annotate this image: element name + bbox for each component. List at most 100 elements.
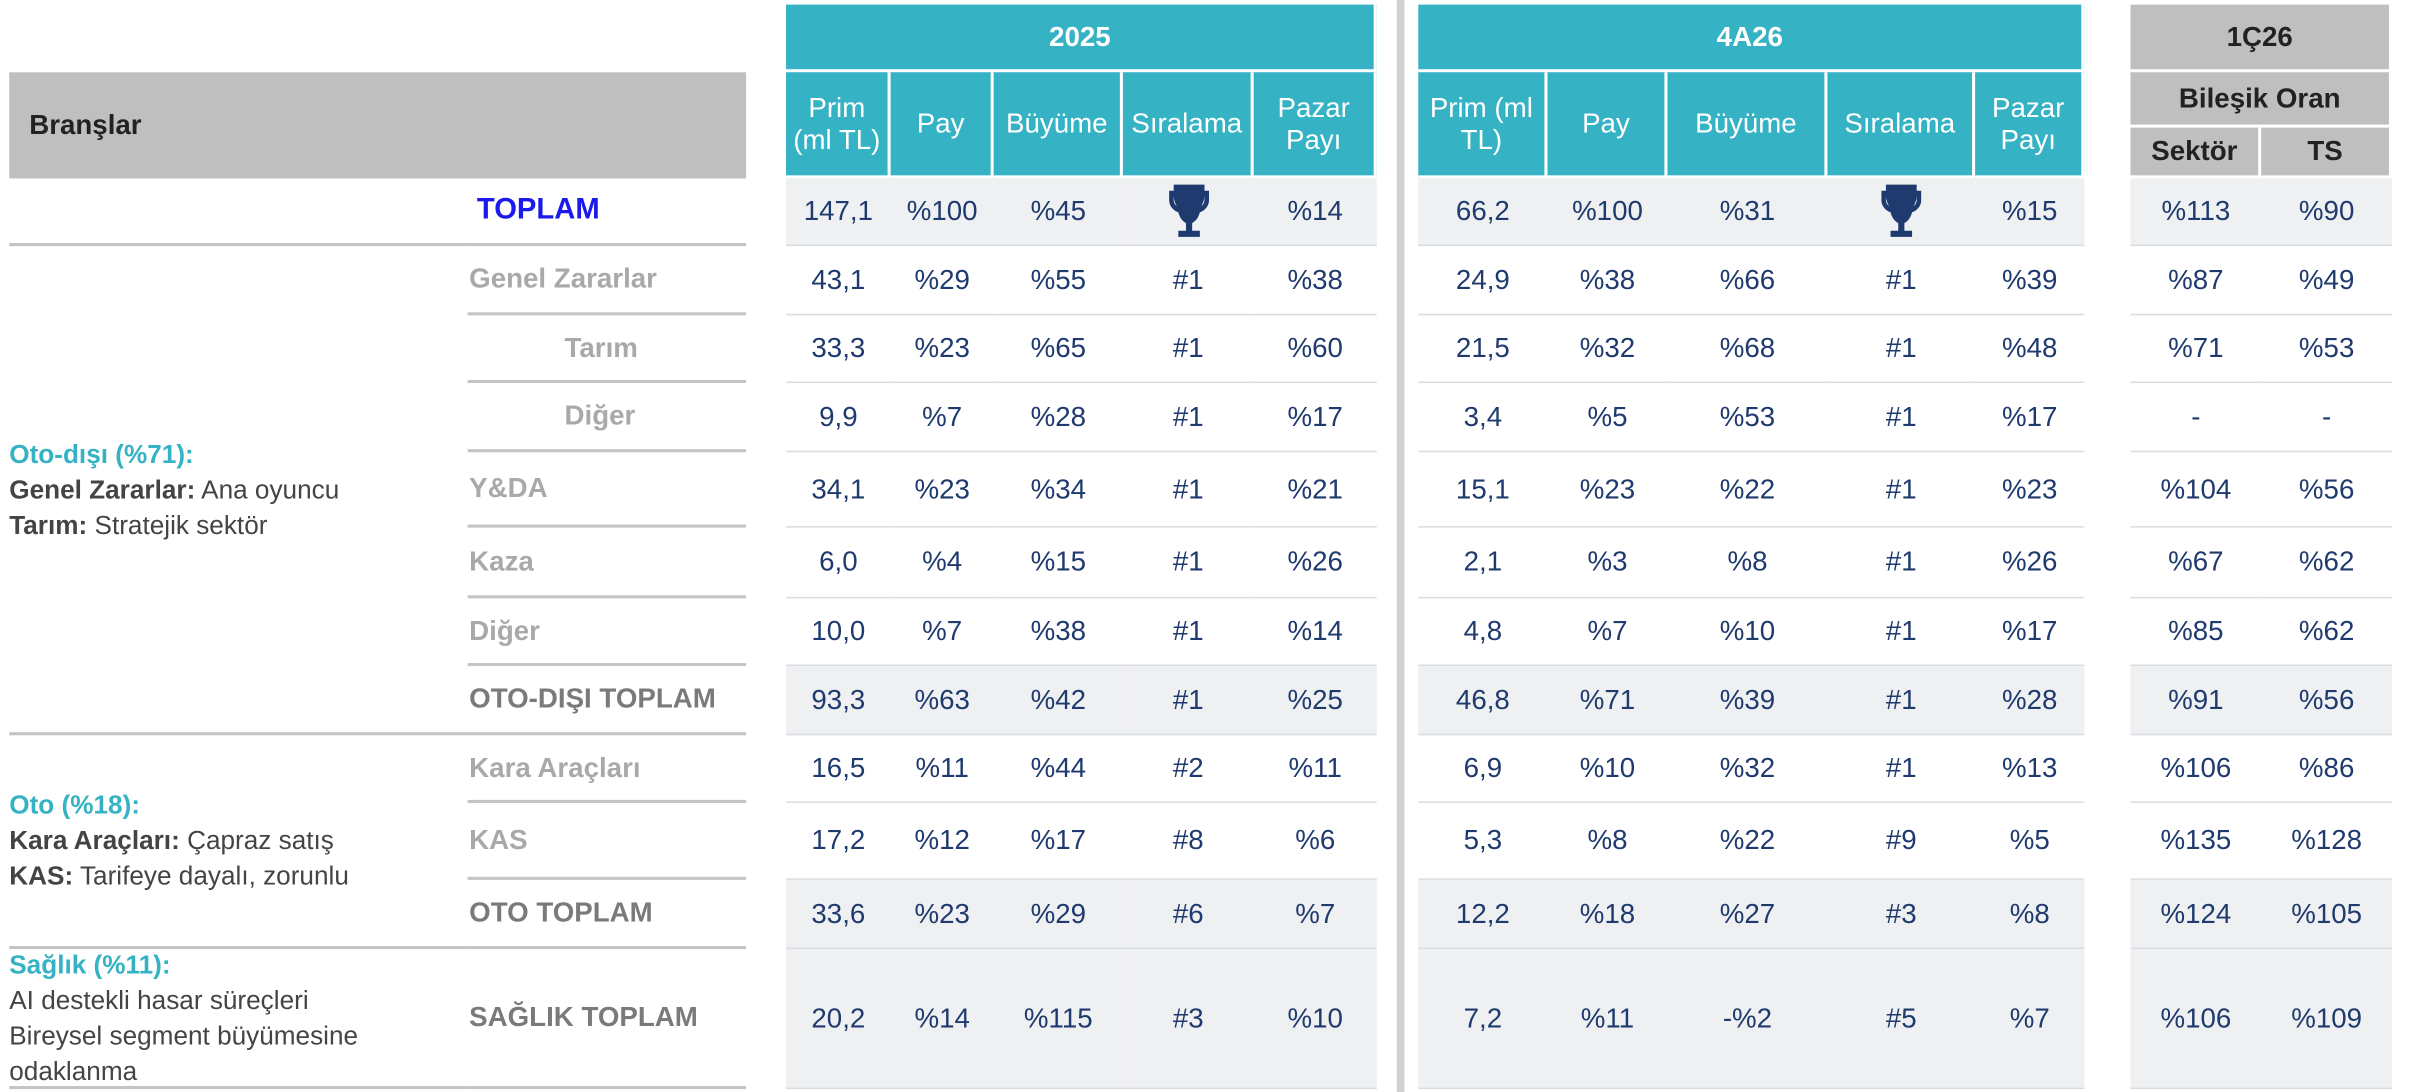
ratio-cell: %91 <box>2130 666 2262 736</box>
cell: %3 <box>1547 528 1668 599</box>
cell: %10 <box>1253 949 1377 1090</box>
row-label: OTO-DIŞI TOPLAM <box>467 666 747 736</box>
row-label: Tarım <box>467 315 747 384</box>
cell: 7,2 <box>1418 949 1548 1090</box>
cell: %21 <box>1253 452 1377 528</box>
cell: 33,6 <box>786 879 891 950</box>
cell: %66 <box>1667 246 1828 316</box>
row-label: Genel Zararlar <box>467 246 747 316</box>
ratio-cell: %62 <box>2261 598 2393 667</box>
column-header: Prim (ml TL) <box>786 72 891 179</box>
cell: %26 <box>1975 528 2085 599</box>
segment-title-text: Sağlık (%11): <box>9 949 171 980</box>
cell: #1 <box>1122 452 1254 528</box>
row-label: OTO TOPLAM <box>467 880 747 950</box>
ratio-cell: %105 <box>2261 879 2393 950</box>
cell: #1 <box>1122 598 1254 667</box>
cell: %28 <box>1975 666 2085 736</box>
ratio-cell: %87 <box>2130 246 2262 316</box>
ratio-column: TS <box>2261 127 2393 179</box>
header-text: Branşlar <box>29 109 142 140</box>
divider <box>1396 0 1405 1092</box>
cell: %17 <box>1975 383 2085 453</box>
ratio-cell: %106 <box>2130 949 2262 1090</box>
trophy-icon <box>1168 183 1209 237</box>
cell: #5 <box>1827 949 1976 1090</box>
cell: 147,1 <box>786 178 891 247</box>
cell: 16,5 <box>786 735 891 803</box>
rule <box>9 243 468 247</box>
ratio-subtitle: Bileşik Oran <box>2130 72 2393 128</box>
cell: %11 <box>890 735 994 803</box>
column-header: Pay <box>890 72 994 179</box>
column-header: Sıralama <box>1122 72 1254 179</box>
cell: #1 <box>1122 383 1254 453</box>
segment: Oto-dışı (%71): Genel Zararlar: Ana oyunc… <box>9 246 468 736</box>
cell: 24,9 <box>1418 246 1548 316</box>
cell: %29 <box>993 879 1123 950</box>
segment-line: AI destekli hasar süreçleri <box>9 982 458 1017</box>
row-label: SAĞLIK TOPLAM <box>467 949 747 1090</box>
trophy-icon <box>1881 183 1922 237</box>
cell: %45 <box>993 178 1123 247</box>
cell: %23 <box>1975 452 2085 528</box>
cell: %18 <box>1547 879 1668 950</box>
cell: %14 <box>890 949 994 1090</box>
cell: %15 <box>993 528 1123 599</box>
cell: %100 <box>890 178 994 247</box>
cell: 10,0 <box>786 598 891 667</box>
segment-text: Ana oyuncu <box>201 474 340 504</box>
cell: #1 <box>1122 528 1254 599</box>
column-header: Sıralama <box>1827 72 1976 179</box>
ratio-cell: %85 <box>2130 598 2262 667</box>
cell: #3 <box>1827 879 1976 950</box>
ratio-cell: - <box>2261 383 2393 453</box>
period-title: 2025 <box>786 4 1377 73</box>
cell: #1 <box>1827 598 1976 667</box>
segment-title: Oto-dışı (%71): <box>9 436 458 471</box>
column-header: Prim (ml TL) <box>1418 72 1548 179</box>
cell: %7 <box>1253 879 1377 950</box>
column-header: Pazar Payı <box>1253 72 1377 179</box>
rank-icon <box>1122 178 1254 247</box>
row-label: KAS <box>467 803 747 880</box>
cell: %27 <box>1667 879 1828 950</box>
segment-text: Çapraz satış <box>187 826 334 856</box>
cell: %23 <box>890 315 994 384</box>
period-title: 4A26 <box>1418 4 2085 73</box>
cell: 2,1 <box>1418 528 1548 599</box>
row-label: Kaza <box>467 528 747 599</box>
cell: %10 <box>1547 735 1668 803</box>
cell: #1 <box>1827 383 1976 453</box>
segment-text: AI destekli hasar süreçleri <box>9 985 309 1015</box>
ratio-column: Sektör <box>2130 127 2262 179</box>
cell: %15 <box>1975 178 2085 247</box>
cell: %42 <box>993 666 1123 736</box>
header-cell: Branşlar <box>9 72 747 179</box>
cell: 4,8 <box>1418 598 1548 667</box>
cell: %17 <box>993 803 1123 880</box>
cell: %8 <box>1667 528 1828 599</box>
cell: 6,9 <box>1418 735 1548 803</box>
cell: %12 <box>890 803 994 880</box>
cell: #1 <box>1827 452 1976 528</box>
segment-term: Tarım: <box>9 509 88 540</box>
ratio-cell: %62 <box>2261 528 2393 599</box>
row-label: Kara Araçları <box>467 735 747 803</box>
ratio-cell: %128 <box>2261 803 2393 880</box>
segment-line: KAS: Tarifeye dayalı, zorunlu <box>9 858 458 893</box>
cell: %7 <box>890 598 994 667</box>
ratio-cell: %53 <box>2261 315 2393 384</box>
cell: %60 <box>1253 315 1377 384</box>
ratio-cell: %104 <box>2130 452 2262 528</box>
cell: #9 <box>1827 803 1976 880</box>
rank-icon <box>1827 178 1976 247</box>
ratio-cell: %109 <box>2261 949 2393 1090</box>
segment-line: Bireysel segment büyümesine odaklanma <box>9 1018 458 1089</box>
row-label: Y&DA <box>467 452 747 528</box>
cell: %29 <box>890 246 994 316</box>
cell: %4 <box>890 528 994 599</box>
cell: 9,9 <box>786 383 891 453</box>
cell: %7 <box>1547 598 1668 667</box>
